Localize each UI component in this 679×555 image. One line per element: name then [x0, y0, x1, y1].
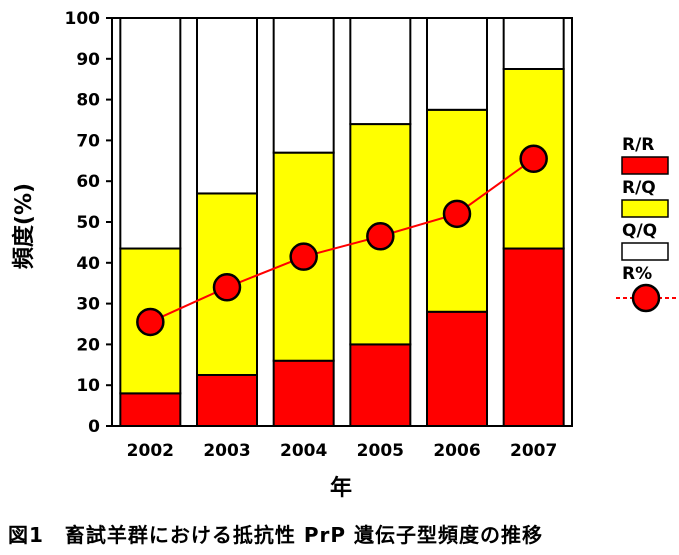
x-tick-label: 2002	[127, 441, 174, 461]
legend-swatch-qq	[621, 242, 669, 261]
bar-qq-2003	[196, 17, 258, 195]
bar-qq-2007	[502, 17, 565, 70]
point-r-percent-2002	[136, 307, 165, 337]
legend-swatch-rq	[621, 199, 669, 218]
y-tick-label: 90	[76, 50, 100, 70]
bar-qq-2002	[119, 17, 182, 250]
y-axis-label: 頻度(%)	[12, 182, 37, 270]
plot-area	[112, 18, 572, 426]
y-tick-label: 60	[76, 172, 100, 192]
x-tick-label: 2005	[357, 441, 404, 461]
y-tick-label: 30	[76, 295, 100, 315]
bar-rr-2007	[502, 247, 565, 427]
y-tick-label: 100	[65, 9, 101, 29]
bar-rr-2004	[272, 359, 335, 427]
bar-rr-2003	[196, 374, 258, 427]
bar-qq-2005	[349, 17, 412, 126]
y-tick-label: 10	[76, 376, 100, 396]
x-tick-label: 2007	[510, 441, 557, 461]
y-tick-label: 0	[88, 417, 100, 437]
x-tick-label: 2006	[433, 441, 480, 461]
y-tick-label: 50	[76, 213, 100, 233]
bar-rr-2002	[119, 392, 182, 427]
legend-label-rr: R/R	[622, 135, 654, 155]
bar-rr-2006	[426, 310, 488, 428]
point-r-percent-2004	[289, 242, 318, 271]
point-r-percent-2003	[212, 273, 242, 302]
x-tick-label: 2004	[280, 441, 327, 461]
legend-label-r-percent: R%	[622, 264, 652, 284]
legend-marker-r-percent	[631, 283, 661, 313]
x-tick-label: 2003	[203, 441, 250, 461]
figure-caption: 図1 畜試羊群における抵抗性 PrP 遺伝子型頻度の推移	[8, 523, 544, 547]
point-r-percent-2007	[519, 144, 548, 174]
bar-qq-2006	[426, 17, 488, 111]
y-tick-label: 40	[76, 254, 100, 274]
chart: 0 10 20 30 40 50 60 70 80 90 100 2002 2003 2004 2005 20…	[65, 9, 679, 461]
point-r-percent-2006	[442, 199, 472, 229]
x-axis-label: 年	[329, 476, 353, 501]
legend-label-rq: R/Q	[622, 178, 656, 198]
y-tick-label: 20	[76, 335, 100, 355]
bar-rr-2005	[349, 343, 412, 427]
point-r-percent-2005	[366, 222, 395, 251]
bar-qq-2004	[272, 17, 335, 154]
legend-label-qq: Q/Q	[622, 221, 657, 241]
y-tick-label: 70	[76, 131, 100, 151]
y-tick-label: 80	[76, 91, 100, 111]
legend-swatch-rr	[621, 156, 669, 175]
